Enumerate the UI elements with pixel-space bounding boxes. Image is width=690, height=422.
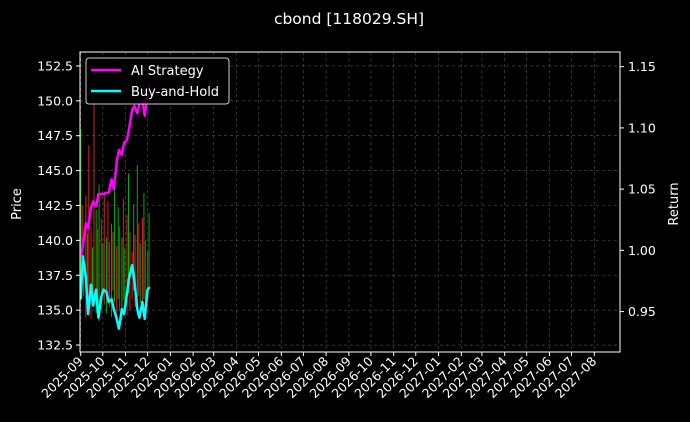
legend: AI Strategy Buy-and-Hold: [85, 57, 230, 105]
y-axis-left: 132.5 135.0 137.5 140.0 142.5 145.0 147.5 150.0…: [37, 58, 80, 353]
y-right-tick-label: 0.95: [628, 304, 656, 319]
y-left-tick-label: 135.0: [37, 303, 73, 318]
chart-title: cbond [118029.SH]: [274, 10, 424, 28]
series-line-ai-strategy: [79, 84, 152, 257]
y-left-tick-label: 145.0: [37, 163, 73, 178]
y-left-tick-label: 142.5: [37, 198, 73, 213]
series-lines: [79, 84, 152, 330]
y-right-tick-label: 1.15: [628, 59, 656, 74]
series-line-buy-and-hold: [79, 255, 151, 330]
legend-label-buy-and-hold: Buy-and-Hold: [131, 85, 219, 100]
legend-label-ai-strategy: AI Strategy: [131, 64, 204, 79]
y-axis-right: 0.95 1.00 1.05 1.10 1.15: [620, 59, 656, 319]
plot-frame: [79, 51, 621, 353]
y-right-tick-label: 1.10: [628, 120, 656, 135]
y-right-tick-label: 1.05: [628, 182, 656, 197]
y-right-tick-label: 1.00: [628, 243, 656, 258]
y-axis-left-label: Price: [10, 188, 25, 220]
x-axis: 2025-092025-102025-112025-122026-012026-…: [38, 352, 599, 401]
y-left-tick-label: 152.5: [37, 58, 73, 73]
legend-box: [85, 57, 230, 105]
y-left-tick-label: 147.5: [37, 128, 73, 143]
y-left-tick-label: 140.0: [37, 233, 73, 248]
y-left-tick-label: 132.5: [37, 338, 73, 353]
y-axis-right-label: Return: [667, 182, 682, 225]
y-left-tick-label: 150.0: [37, 93, 73, 108]
y-left-tick-label: 137.5: [37, 268, 73, 283]
